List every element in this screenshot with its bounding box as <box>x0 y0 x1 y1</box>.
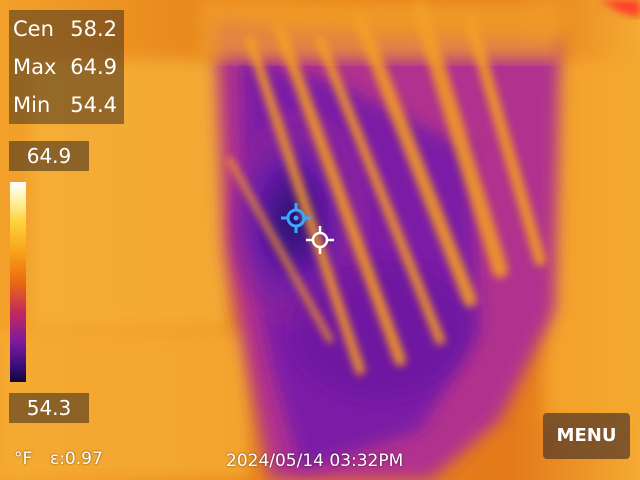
center-value: 58.2 <box>70 17 117 41</box>
min-temperature: Min 54.4 <box>13 88 121 122</box>
datetime-label: 2024/05/14 03:32PM <box>226 451 404 471</box>
max-temperature: Max 64.9 <box>13 50 121 84</box>
temperature-readout-panel: Cen 58.2 Max 64.9 Min 54.4 <box>9 10 124 124</box>
center-temperature: Cen 58.2 <box>13 12 121 46</box>
color-palette-bar <box>10 182 26 382</box>
scale-max-value: 64.9 <box>9 141 89 171</box>
unit-label: °F <box>14 449 33 469</box>
center-label: Cen <box>13 17 54 41</box>
scale-min-value: 54.3 <box>9 393 89 423</box>
menu-button[interactable]: MENU <box>543 413 630 459</box>
min-value: 54.4 <box>70 93 117 117</box>
min-label: Min <box>13 93 51 117</box>
emissivity-label: ε:0.97 <box>50 449 103 469</box>
max-value: 64.9 <box>70 55 117 79</box>
crosshair-blue-icon <box>281 203 311 233</box>
max-label: Max <box>13 55 57 79</box>
crosshair-icon <box>306 226 334 254</box>
